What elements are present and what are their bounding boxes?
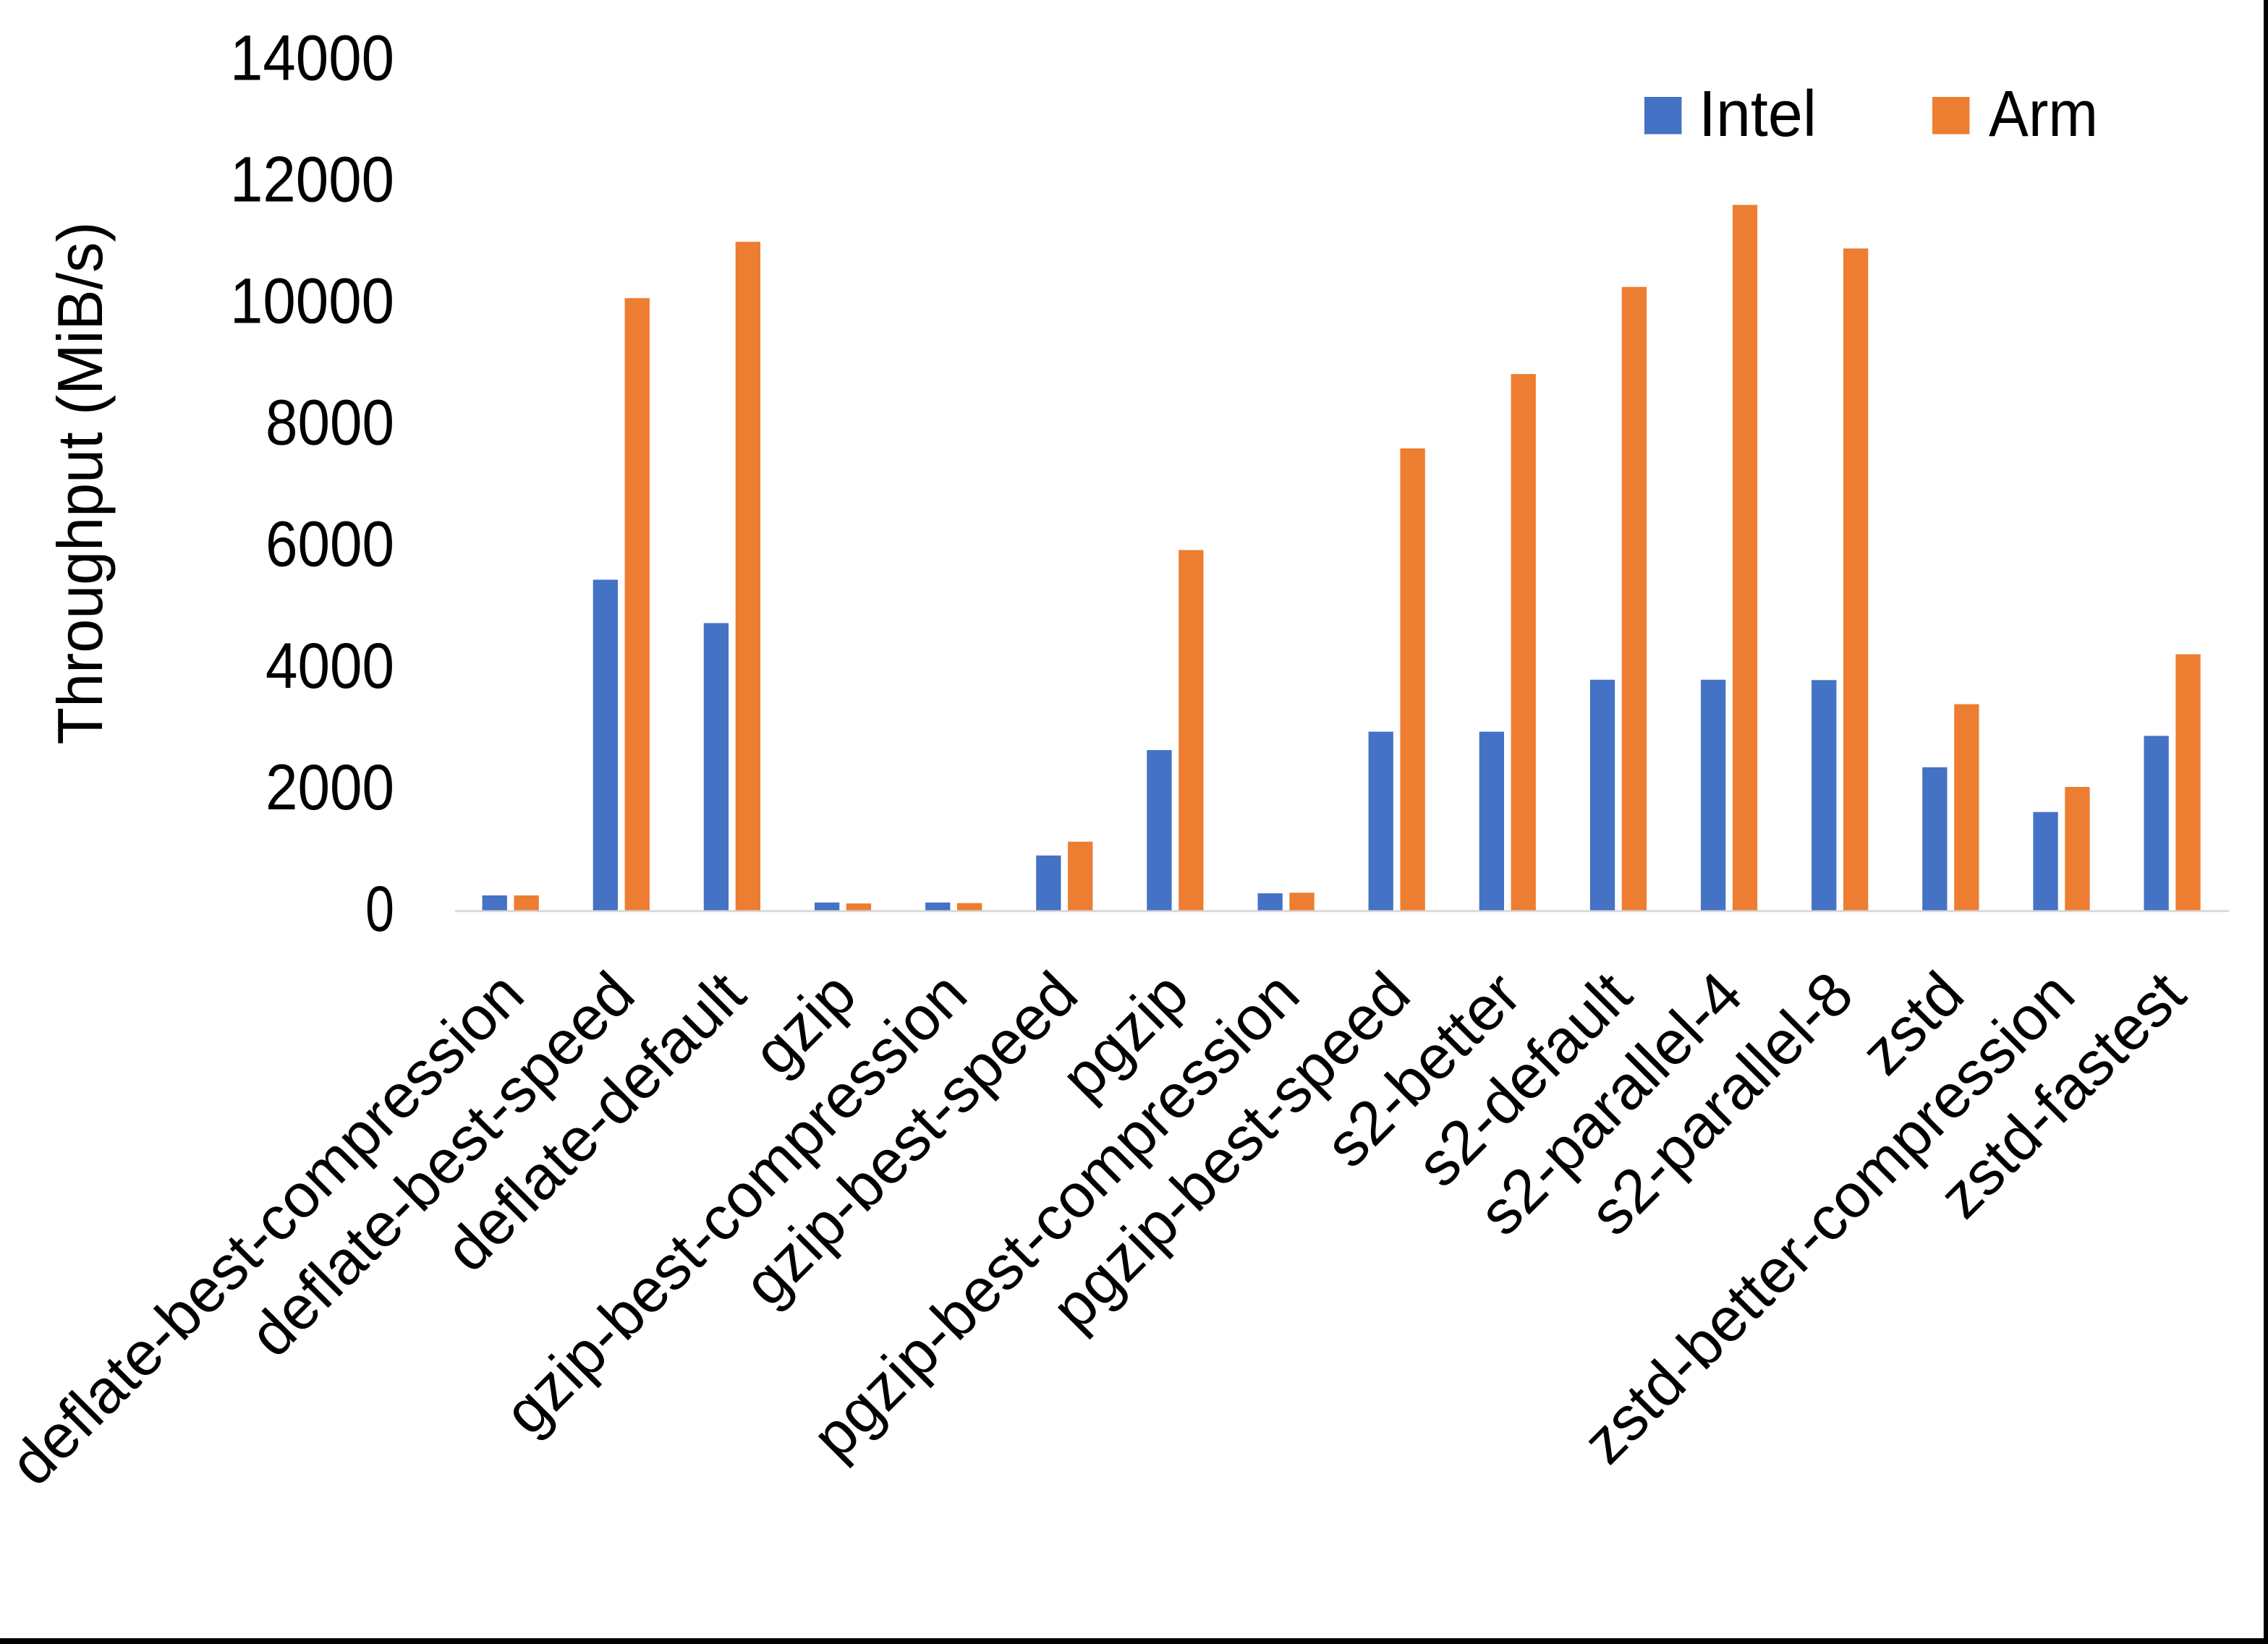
- svg-text:4000: 4000: [266, 629, 394, 702]
- svg-text:14000: 14000: [230, 21, 394, 93]
- svg-text:12000: 12000: [230, 142, 394, 215]
- svg-text:8000: 8000: [266, 386, 394, 459]
- svg-text:2000: 2000: [266, 751, 394, 823]
- svg-text:Intel: Intel: [1699, 78, 1817, 150]
- svg-text:6000: 6000: [266, 508, 394, 580]
- svg-text:Throughput (MiB/s): Throughput (MiB/s): [44, 222, 116, 745]
- svg-text:Arm: Arm: [1989, 78, 2098, 150]
- svg-text:0: 0: [365, 872, 394, 945]
- svg-text:10000: 10000: [230, 265, 394, 337]
